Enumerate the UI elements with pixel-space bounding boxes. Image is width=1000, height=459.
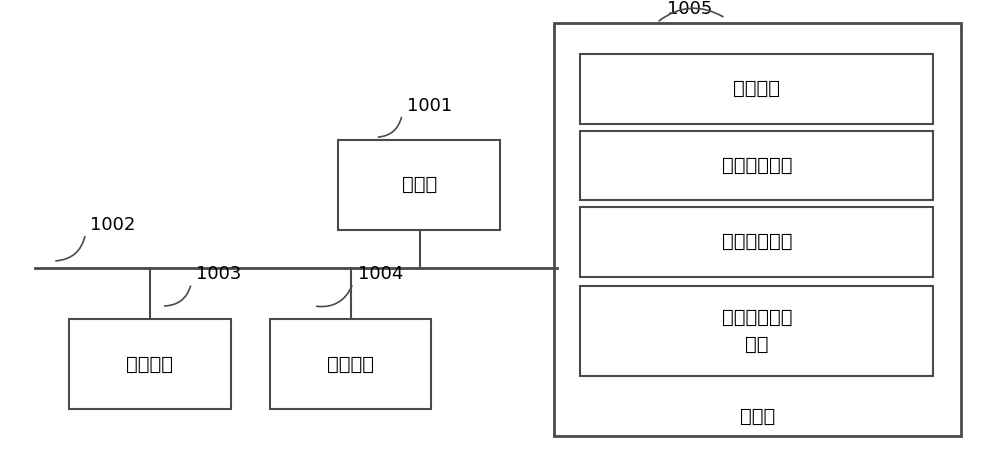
Bar — [580, 54, 933, 124]
Text: 1001: 1001 — [407, 97, 452, 115]
Text: 网络接口: 网络接口 — [327, 355, 374, 374]
Text: 用户接口: 用户接口 — [126, 355, 173, 374]
Bar — [270, 319, 431, 409]
Text: 网络通信模块: 网络通信模块 — [722, 156, 792, 175]
Text: 1004: 1004 — [358, 265, 403, 284]
Text: 待办事项分发
程序: 待办事项分发 程序 — [722, 308, 792, 353]
Text: 操作系统: 操作系统 — [733, 79, 780, 98]
Bar — [554, 22, 961, 437]
Bar — [338, 140, 500, 230]
Text: 用户接口模块: 用户接口模块 — [722, 232, 792, 252]
Bar — [69, 319, 230, 409]
Bar — [580, 207, 933, 277]
Text: 1002: 1002 — [90, 216, 136, 234]
Text: 1003: 1003 — [196, 265, 242, 284]
Text: 处理器: 处理器 — [402, 175, 437, 194]
Text: 1005: 1005 — [667, 0, 712, 18]
Bar — [580, 285, 933, 375]
Bar — [580, 130, 933, 200]
Text: 存储器: 存储器 — [740, 407, 775, 425]
